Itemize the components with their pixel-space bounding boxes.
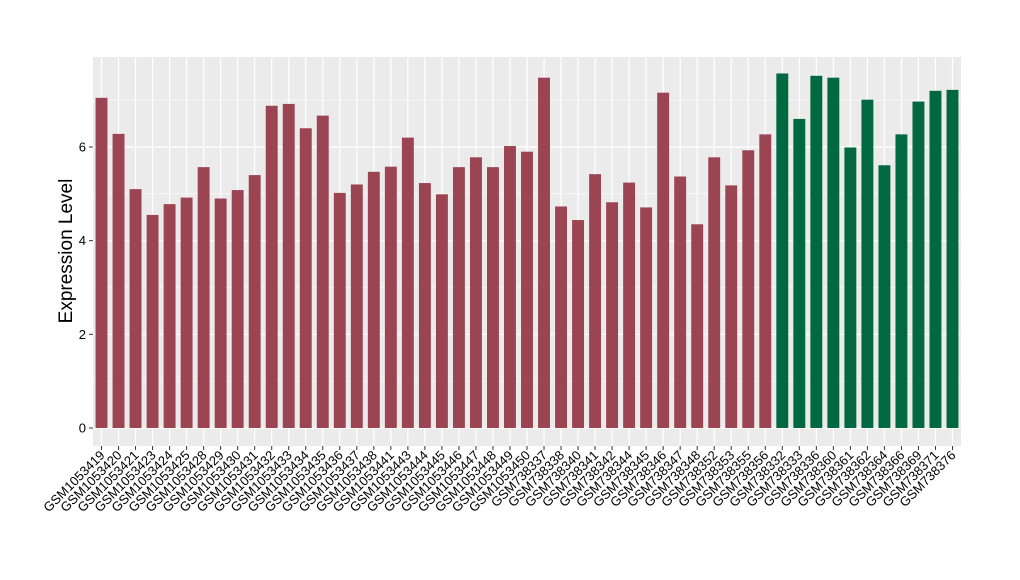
bar-GSM1053425 [180,197,193,428]
bar-GSM1053428 [197,167,210,428]
bar-GSM738360 [827,77,840,428]
bar-GSM1053419 [95,97,108,428]
bar-GSM738340 [572,220,585,428]
bar-GSM1053441 [384,166,397,429]
bar-GSM1053420 [112,133,125,429]
bar-GSM738369 [912,101,925,429]
bar-GSM738347 [674,176,687,428]
bar-GSM1053450 [521,151,533,428]
bar-GSM738352 [708,157,721,428]
bars [95,73,959,429]
bar-GSM738336 [810,75,823,429]
bar-GSM1053423 [146,214,159,428]
bar-GSM1053444 [418,183,431,428]
y-tick-label: 4 [79,233,86,248]
bar-GSM1053431 [248,175,261,428]
y-axis: 0 2 4 6 [79,140,93,436]
bar-GSM1053443 [401,137,414,428]
bar-GSM1053434 [299,128,312,428]
bar-GSM738342 [606,202,619,428]
bar-GSM1053438 [367,171,380,429]
bar-GSM738376 [946,89,959,428]
bar-GSM1053449 [504,146,516,428]
bar-GSM738341 [589,174,602,428]
bar-GSM738332 [776,73,789,428]
y-tick-label: 2 [79,327,86,342]
bar-GSM1053430 [231,190,244,428]
bar-GSM738348 [691,224,704,428]
bar-GSM738337 [538,77,550,428]
bar-GSM1053445 [435,194,448,428]
bar-GSM1053432 [265,105,278,428]
x-axis: GSM1053419GSM1053420GSM1053421GSM1053423… [40,446,959,515]
bar-GSM738356 [759,134,772,429]
bar-GSM738353 [725,185,738,428]
bar-GSM738364 [878,165,891,428]
bar-GSM1053448 [487,167,499,428]
bar-GSM1053436 [333,192,346,428]
bar-GSM738361 [844,147,857,429]
bar-GSM738344 [623,182,636,428]
y-axis-title: Expression Level [56,179,77,324]
bar-GSM1053433 [282,103,295,428]
bar-GSM738366 [895,134,908,429]
bar-GSM738338 [555,206,567,428]
bar-GSM1053435 [316,115,329,428]
bar-GSM738333 [793,118,806,429]
bar-GSM1053437 [350,184,363,428]
y-tick-label: 0 [79,421,86,436]
bar-GSM1053421 [129,189,142,428]
bar-GSM738371 [929,90,942,429]
bar-GSM1053447 [469,157,482,428]
bar-GSM1053424 [163,204,176,428]
bar-GSM1053429 [214,198,227,428]
bar-GSM1053446 [452,167,465,428]
y-tick-label: 6 [79,140,86,155]
bar-GSM738362 [861,99,874,428]
bar-GSM738355 [742,150,755,429]
bar-GSM738346 [657,92,670,428]
bar-GSM738345 [640,207,653,428]
